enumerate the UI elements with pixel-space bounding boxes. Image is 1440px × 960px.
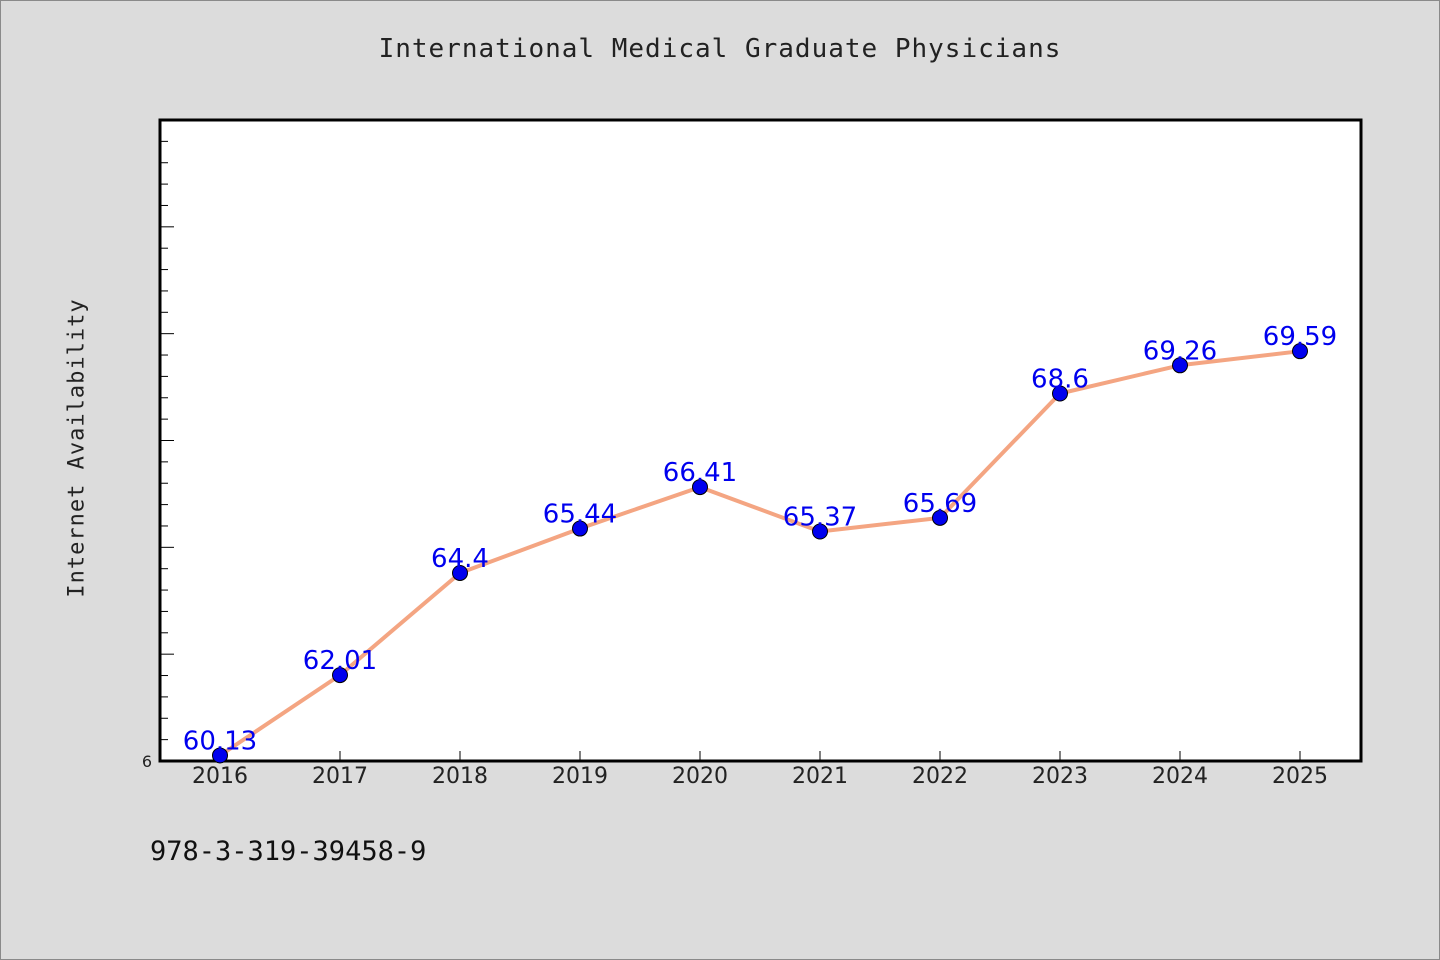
data-point <box>932 509 948 526</box>
chart-title: International Medical Graduate Physician… <box>378 34 1062 64</box>
x-tick-label: 2021 <box>792 764 848 789</box>
footer-isbn: 978-3-319-39458-9 <box>150 836 427 867</box>
x-tick-label: 2022 <box>912 764 968 789</box>
data-label: 65.69 <box>903 489 977 519</box>
x-tick-label: 2019 <box>552 764 608 789</box>
x-tick-label: 2020 <box>672 764 728 789</box>
data-point <box>1052 385 1068 402</box>
x-tick-label: 2025 <box>1272 764 1328 789</box>
data-label: 62.01 <box>303 646 377 676</box>
plot-area <box>158 118 1363 763</box>
data-point <box>572 520 588 537</box>
data-label: 60.13 <box>183 726 257 756</box>
data-point <box>212 747 228 764</box>
data-label: 68.6 <box>1031 364 1089 394</box>
series-line <box>218 349 1302 758</box>
y-tick-label: 6 <box>142 752 152 771</box>
data-label: 69.59 <box>1263 322 1337 352</box>
data-point <box>1292 343 1308 360</box>
data-label: 65.37 <box>783 503 857 533</box>
data-label: 65.44 <box>543 500 617 530</box>
x-tick-label: 2024 <box>1152 764 1208 789</box>
data-label: 64.4 <box>431 544 489 574</box>
data-point <box>452 564 468 581</box>
data-label: 66.41 <box>663 458 737 488</box>
data-point <box>1172 357 1188 374</box>
x-tick-label: 2016 <box>192 764 248 789</box>
data-point <box>812 523 828 540</box>
x-tick-label: 2017 <box>312 764 368 789</box>
data-point <box>332 667 348 684</box>
x-tick-label: 2023 <box>1032 764 1088 789</box>
data-point <box>692 479 708 496</box>
data-label: 69.26 <box>1143 336 1217 366</box>
x-tick-label: 2018 <box>432 764 488 789</box>
